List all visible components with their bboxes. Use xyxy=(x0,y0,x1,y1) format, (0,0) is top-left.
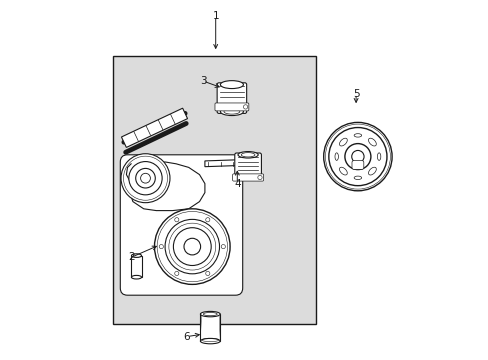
Ellipse shape xyxy=(339,167,346,175)
Bar xyxy=(113,56,316,324)
Text: 4: 4 xyxy=(234,179,240,189)
Ellipse shape xyxy=(220,81,243,89)
Circle shape xyxy=(174,271,179,275)
Ellipse shape xyxy=(368,167,376,175)
Circle shape xyxy=(154,209,230,284)
Circle shape xyxy=(165,219,219,274)
Ellipse shape xyxy=(131,254,141,257)
Ellipse shape xyxy=(241,153,254,157)
Polygon shape xyxy=(204,160,236,167)
Circle shape xyxy=(243,105,247,109)
FancyBboxPatch shape xyxy=(215,103,248,111)
FancyBboxPatch shape xyxy=(217,83,246,113)
Text: 2: 2 xyxy=(127,252,134,262)
Circle shape xyxy=(174,218,179,222)
Circle shape xyxy=(129,162,162,195)
Ellipse shape xyxy=(238,152,258,158)
Circle shape xyxy=(173,228,211,266)
FancyBboxPatch shape xyxy=(351,161,363,169)
Ellipse shape xyxy=(220,108,243,116)
Ellipse shape xyxy=(131,275,141,279)
Bar xyxy=(131,256,141,277)
Text: 3: 3 xyxy=(200,76,206,86)
Ellipse shape xyxy=(368,138,376,146)
Circle shape xyxy=(257,175,262,180)
Circle shape xyxy=(205,271,209,275)
Ellipse shape xyxy=(334,153,338,160)
Ellipse shape xyxy=(200,338,220,344)
Ellipse shape xyxy=(353,176,361,180)
FancyBboxPatch shape xyxy=(232,174,263,181)
Polygon shape xyxy=(129,162,204,211)
Ellipse shape xyxy=(200,311,220,317)
Ellipse shape xyxy=(224,109,239,114)
FancyBboxPatch shape xyxy=(120,155,242,295)
Circle shape xyxy=(121,154,170,203)
Circle shape xyxy=(141,173,150,183)
Ellipse shape xyxy=(339,138,346,146)
Bar xyxy=(200,314,220,341)
Circle shape xyxy=(344,144,370,170)
Circle shape xyxy=(323,122,391,191)
Text: 1: 1 xyxy=(212,11,219,21)
Polygon shape xyxy=(121,108,187,147)
Text: 6: 6 xyxy=(183,332,190,342)
Circle shape xyxy=(351,150,363,163)
Circle shape xyxy=(221,244,225,249)
Text: 5: 5 xyxy=(352,89,359,99)
Circle shape xyxy=(136,168,155,188)
Circle shape xyxy=(205,218,209,222)
Ellipse shape xyxy=(377,153,380,160)
FancyBboxPatch shape xyxy=(234,153,261,180)
Circle shape xyxy=(159,244,163,249)
Ellipse shape xyxy=(353,134,361,137)
Circle shape xyxy=(183,238,200,255)
Circle shape xyxy=(328,127,386,186)
